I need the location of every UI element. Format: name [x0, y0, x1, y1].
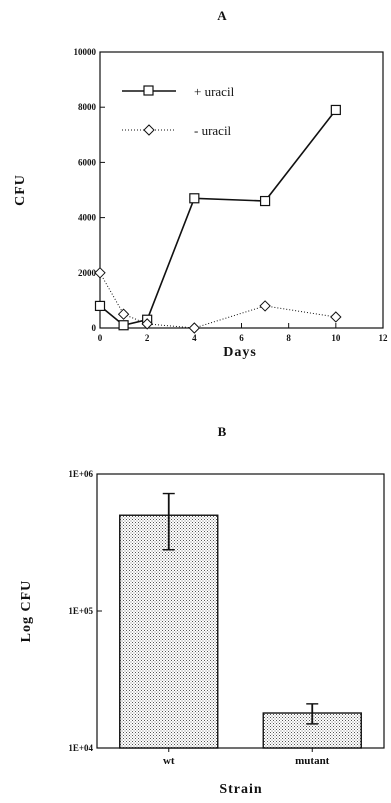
x-tick-label: 4: [192, 333, 197, 343]
chart-a-title: A: [217, 8, 227, 23]
chart-a-frame: [99, 51, 384, 329]
chart-b-y-axis-label: Log CFU: [19, 580, 34, 643]
chart-a-x-axis-label: Days: [223, 345, 257, 360]
x-tick-label: 2: [145, 333, 150, 343]
chart-b-x-axis-label: Strain: [219, 782, 262, 797]
y-tick-label: 1E+06: [68, 469, 93, 479]
y-tick-label: 6000: [78, 157, 97, 167]
y-tick-label: 4000: [78, 213, 97, 223]
chart-a: A 0 2000 4000 6000 8000 10000 0 2 4 6 8 10 12 CFU D…: [13, 8, 388, 360]
y-tick-label: 0: [92, 323, 97, 333]
chart-b-bars: [119, 492, 362, 749]
chart-a-x-ticks: 0 2 4 6 8 10 12: [98, 323, 388, 343]
chart-a-series: [94, 104, 342, 334]
x-tick-label: mutant: [295, 755, 330, 767]
x-tick-label: 6: [239, 333, 244, 343]
point-minus-uracil: [188, 322, 201, 334]
x-tick-label: 12: [379, 333, 389, 343]
point-minus-uracil: [141, 318, 153, 330]
point-plus-uracil: [189, 193, 200, 204]
series-line-minus-uracil: [99, 272, 336, 329]
point-plus-uracil: [259, 195, 271, 207]
chart-a-y-axis-label: CFU: [13, 174, 28, 206]
y-tick-label: 2000: [78, 268, 97, 278]
point-plus-uracil: [330, 104, 341, 116]
x-tick-label: wt: [163, 755, 175, 767]
legend-minus-uracil-label: - uracil: [194, 123, 232, 138]
y-tick-label: 1E+04: [68, 743, 93, 753]
point-minus-uracil: [259, 300, 271, 312]
x-tick-label: 0: [98, 333, 103, 343]
point-minus-uracil: [117, 308, 130, 320]
legend-minus-uracil-marker: [143, 124, 155, 136]
y-tick-label: 10000: [74, 47, 97, 57]
y-tick-label: 8000: [78, 102, 97, 112]
x-tick-label: 8: [286, 333, 291, 343]
point-plus-uracil: [94, 300, 106, 312]
point-minus-uracil: [94, 267, 106, 279]
point-minus-uracil: [330, 311, 342, 323]
chart-a-legend: + uracil - uracil: [122, 84, 235, 138]
chart-b-y-ticks: 1E+04 1E+05 1E+06: [68, 469, 102, 753]
chart-b-title: B: [218, 424, 227, 439]
series-line-plus-uracil: [99, 109, 337, 327]
point-plus-uracil: [118, 320, 129, 331]
x-tick-label: 10: [331, 333, 341, 343]
chart-b-x-ticks: wt mutant: [163, 748, 330, 767]
legend-plus-uracil-marker: [143, 85, 154, 96]
y-tick-label: 1E+05: [68, 606, 93, 616]
chart-b: B 1E+04 1E+05 1E+06 wt mutant Log CFU Strai…: [19, 424, 385, 797]
legend-plus-uracil-label: + uracil: [194, 84, 235, 99]
